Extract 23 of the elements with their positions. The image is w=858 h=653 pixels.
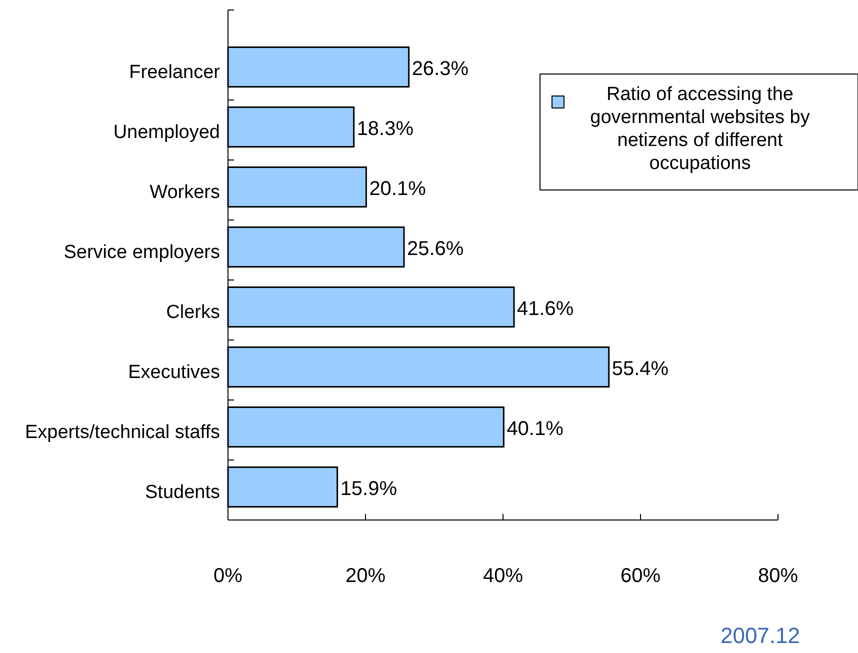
x-tick-label: 80% — [758, 565, 798, 587]
y-tick-label: Clerks — [166, 302, 220, 323]
data-label: 20.1% — [369, 178, 426, 200]
data-label: 41.6% — [517, 298, 574, 320]
x-tick-label: 20% — [345, 565, 386, 587]
y-tick-label: Freelancer — [129, 62, 221, 83]
x-tick-label: 60% — [620, 565, 661, 587]
y-tick-label: Executives — [128, 362, 220, 383]
data-label: 18.3% — [356, 118, 414, 140]
legend-label: Ratio of accessing the governmental websites by netizens of different occupations — [590, 84, 810, 174]
y-tick-label: Unemployed — [113, 122, 220, 143]
data-label: 26.3% — [412, 58, 469, 80]
data-label: 15.9% — [340, 478, 398, 500]
y-tick-label: Workers — [150, 182, 220, 203]
x-tick-label: 0% — [214, 565, 243, 587]
y-tick-label: Students — [145, 482, 220, 503]
data-label: 40.1% — [506, 418, 564, 440]
x-tick-label: 40% — [482, 565, 524, 587]
data-label: 55.4% — [612, 358, 669, 380]
y-tick-label: Service employers — [64, 242, 220, 263]
y-tick-label: Experts/technical staffs — [24, 422, 220, 443]
text: 2007.12 — [720, 623, 800, 648]
data-label: 25.6% — [407, 238, 464, 260]
